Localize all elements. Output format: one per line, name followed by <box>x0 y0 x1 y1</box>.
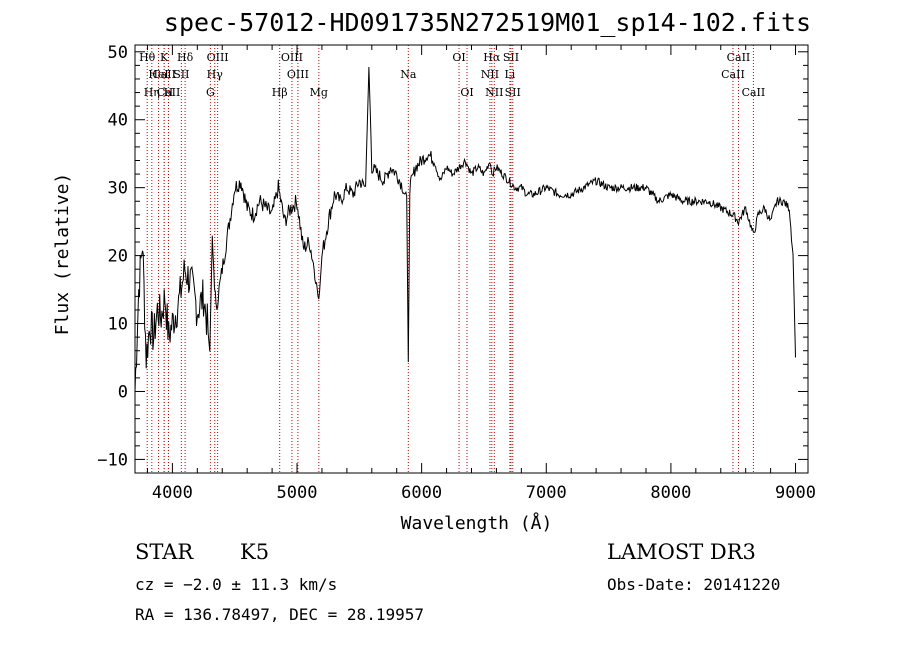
x-tick-label: 5000 <box>277 483 318 503</box>
x-tick-label: 7000 <box>526 483 567 503</box>
y-tick-label: 10 <box>108 315 128 335</box>
spectral-line-label: CaII <box>152 68 176 81</box>
spectral-line-label: OIII <box>281 51 303 64</box>
spectral-line-label: NII <box>481 68 499 81</box>
spectral-line-label: SII <box>503 51 519 64</box>
plot-frame <box>134 44 809 474</box>
y-axis-label: Flux (relative) <box>52 173 73 336</box>
spectral-line-label: Li <box>504 68 515 81</box>
spectral-line-label: K <box>160 51 169 64</box>
spectral-line-label: CaII <box>727 51 751 64</box>
spectral-line-label: H <box>164 86 174 99</box>
spectral-line-label: OIII <box>287 68 309 81</box>
spectral-line-label: Hβ <box>272 86 288 99</box>
x-tick-label: 8000 <box>650 483 691 503</box>
redshift-value: cz = −2.0 ± 11.3 km/s <box>135 575 338 594</box>
spectral-line-label: Hθ <box>139 51 156 64</box>
spectral-line-label: OIII <box>207 51 229 64</box>
y-tick-label: 30 <box>108 179 128 199</box>
coordinates: RA = 136.78497, DEC = 28.19957 <box>135 605 424 624</box>
spectral-line-label: HeI <box>148 68 168 81</box>
spectral-line-label: CaII <box>721 68 745 81</box>
x-tick-label: 6000 <box>401 483 442 503</box>
x-tick-label: 9000 <box>775 483 816 503</box>
y-tick-label: 40 <box>108 111 128 131</box>
x-axis-label: Wavelength (Å) <box>401 512 553 534</box>
survey-name: LAMOST DR3 <box>607 540 756 564</box>
spectral-line-label: Na <box>400 68 417 81</box>
spectral-line-label: G <box>206 86 215 99</box>
series-layer <box>134 66 796 392</box>
spectral-line-label: Hη <box>144 86 160 99</box>
spectral-line-label: CaII <box>742 86 766 99</box>
axes <box>134 44 809 474</box>
spectral-line-label: Mg <box>310 86 328 99</box>
spectral-line-label: SII <box>173 68 189 81</box>
spectral-line-label: Hα <box>483 51 501 64</box>
y-tick-label: 50 <box>108 43 128 63</box>
axis-labels: 4000 5000 6000 7000 8000 9000 −10 0 10 20 30 40 50 Wa… <box>52 43 816 534</box>
obs-date: Obs-Date: 20141220 <box>607 575 781 594</box>
y-tick-label: 0 <box>118 382 128 402</box>
spectral-line-label: Hγ <box>207 68 224 81</box>
spectral-line-label: Hδ <box>177 51 194 64</box>
spectral-line-label: OI <box>452 51 465 64</box>
spectral-line-label: CaII <box>157 86 181 99</box>
spectral-subclass: K5 <box>240 540 270 564</box>
spectrum-line <box>134 66 796 392</box>
chart-title: spec-57012-HD091735N272519M01_sp14-102.f… <box>163 8 812 37</box>
x-tick-label: 4000 <box>152 483 193 503</box>
y-tick-label: 20 <box>108 247 128 267</box>
spectral-line-label: SII <box>505 86 521 99</box>
y-tick-label: −10 <box>97 450 128 470</box>
spectral-line-label: NII <box>485 86 503 99</box>
object-type: STAR <box>135 540 194 564</box>
spectral-line-label: OI <box>460 86 473 99</box>
